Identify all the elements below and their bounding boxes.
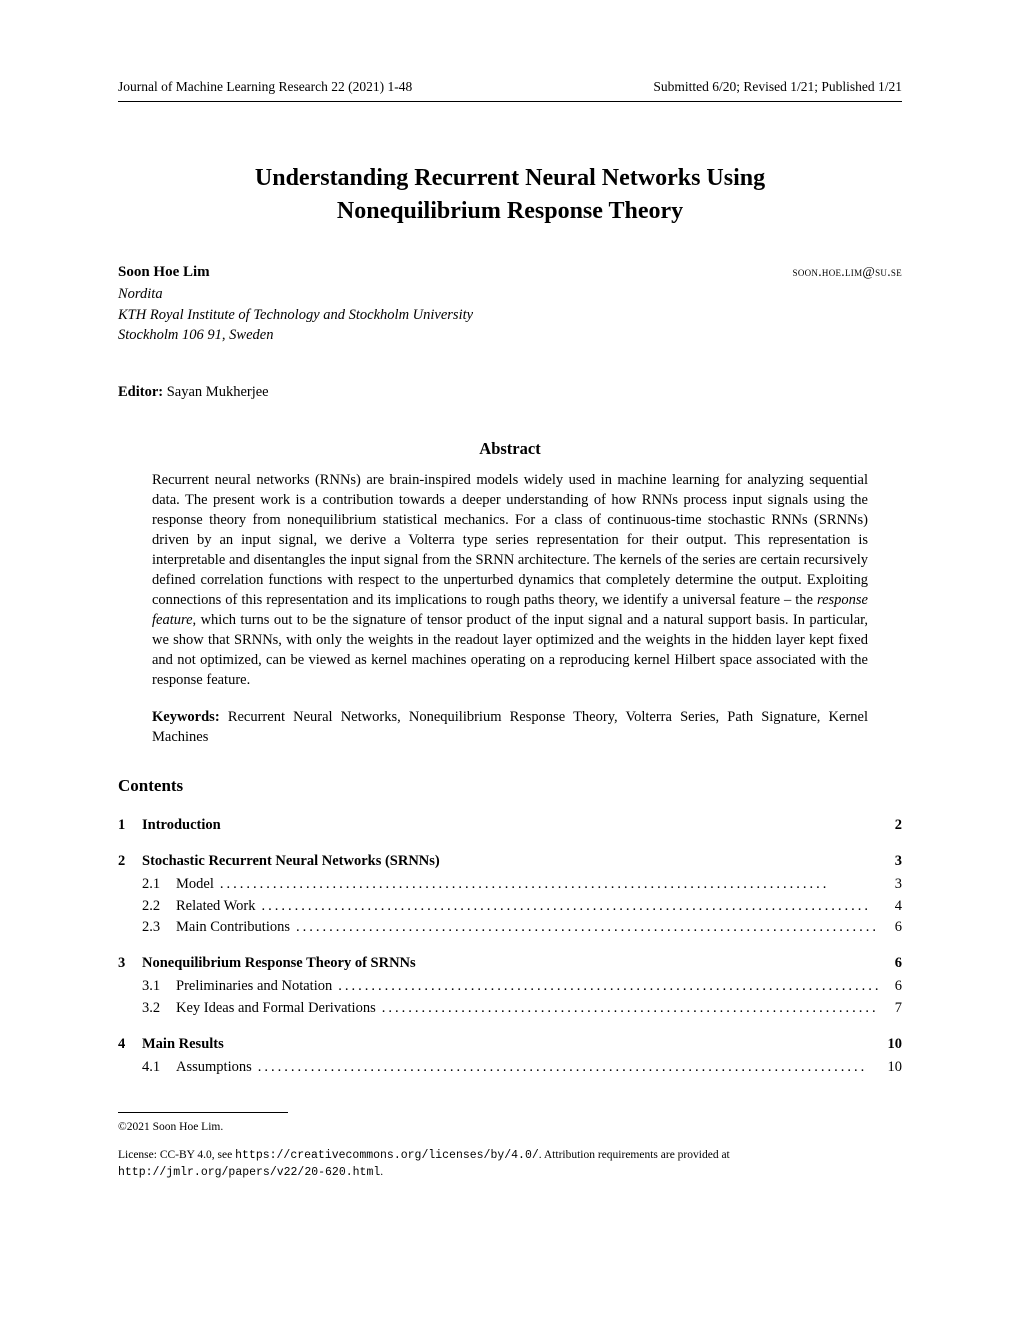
author-email: soon.hoe.lim@su.se <box>793 263 902 281</box>
license-prefix: License: CC-BY 4.0, see <box>118 1149 235 1161</box>
license-suffix: . <box>380 1166 383 1178</box>
toc-sub-label: Assumptions <box>176 1058 258 1078</box>
toc-section-number: 1 <box>118 816 142 836</box>
toc-leader-dots <box>258 1058 878 1078</box>
submission-dates: Submitted 6/20; Revised 1/21; Published … <box>653 78 902 96</box>
response-feature-emphasis: response feature <box>152 592 868 628</box>
license-url: https://creativecommons.org/licenses/by/… <box>235 1149 539 1162</box>
toc-sub-page: 6 <box>878 977 902 997</box>
toc-section: 2Stochastic Recurrent Neural Networks (S… <box>118 852 902 872</box>
toc-leader-dots <box>338 977 878 997</box>
toc-section-label: Main Results <box>142 1035 878 1055</box>
toc-section-label: Introduction <box>142 816 878 836</box>
toc-subsection: 3.2Key Ideas and Formal Derivations 7 <box>142 999 902 1019</box>
toc-section-label: Stochastic Recurrent Neural Networks (SR… <box>142 852 878 872</box>
toc-subsection: 3.1Preliminaries and Notation 6 <box>142 977 902 997</box>
toc-leader-dots <box>296 918 878 938</box>
author-name: Soon Hoe Lim <box>118 262 210 282</box>
running-header: Journal of Machine Learning Research 22 … <box>118 78 902 96</box>
toc-subsection: 4.1Assumptions 10 <box>142 1058 902 1078</box>
toc-sub-number: 4.1 <box>142 1058 176 1078</box>
toc-section-page: 3 <box>878 852 902 872</box>
editor-label: Editor: <box>118 384 163 400</box>
affiliation-1: Nordita <box>118 286 163 302</box>
contents-heading: Contents <box>118 775 902 798</box>
toc-sub-page: 3 <box>878 875 902 895</box>
toc-leader-dots <box>262 897 878 917</box>
editor-name: Sayan Mukherjee <box>167 384 269 400</box>
toc-subsection: 2.1Model 3 <box>142 875 902 895</box>
table-of-contents: 1Introduction22Stochastic Recurrent Neur… <box>118 816 902 1078</box>
toc-sub-number: 2.2 <box>142 897 176 917</box>
toc-subsection: 2.3Main Contributions 6 <box>142 918 902 938</box>
toc-sub-page: 4 <box>878 897 902 917</box>
paper-title: Understanding Recurrent Neural Networks … <box>118 162 902 227</box>
affiliation-3: Stockholm 106 91, Sweden <box>118 327 273 343</box>
toc-section: 3Nonequilibrium Response Theory of SRNNs… <box>118 954 902 974</box>
toc-sub-page: 6 <box>878 918 902 938</box>
toc-sub-label: Related Work <box>176 897 262 917</box>
toc-section-page: 10 <box>878 1035 902 1055</box>
copyright-line: ©2021 Soon Hoe Lim. <box>118 1120 902 1136</box>
toc-section-label: Nonequilibrium Response Theory of SRNNs <box>142 954 878 974</box>
editor-row: Editor: Sayan Mukherjee <box>118 383 902 403</box>
keywords-text: Recurrent Neural Networks, Nonequilibriu… <box>152 709 868 745</box>
toc-sub-page: 7 <box>878 999 902 1019</box>
abstract-body: Recurrent neural networks (RNNs) are bra… <box>152 470 868 690</box>
footer-rule <box>118 1112 288 1113</box>
abstract-text: Recurrent neural networks (RNNs) are bra… <box>152 472 868 688</box>
toc-sub-number: 3.2 <box>142 999 176 1019</box>
toc-sub-label: Main Contributions <box>176 918 296 938</box>
toc-section-number: 2 <box>118 852 142 872</box>
toc-leader-dots <box>220 875 878 895</box>
toc-section-number: 4 <box>118 1035 142 1055</box>
toc-leader-dots <box>382 999 878 1019</box>
toc-sub-number: 3.1 <box>142 977 176 997</box>
toc-sub-page: 10 <box>878 1058 902 1078</box>
keywords-block: Keywords: Recurrent Neural Networks, Non… <box>152 708 868 747</box>
paper-url: http://jmlr.org/papers/v22/20-620.html <box>118 1166 380 1179</box>
abstract-heading: Abstract <box>118 438 902 460</box>
title-line-2: Nonequilibrium Response Theory <box>337 198 683 224</box>
license-mid: . Attribution requirements are provided … <box>539 1149 730 1161</box>
header-rule <box>118 101 902 102</box>
toc-sub-label: Key Ideas and Formal Derivations <box>176 999 382 1019</box>
toc-section-page: 2 <box>878 816 902 836</box>
toc-sub-number: 2.1 <box>142 875 176 895</box>
toc-subsection: 2.2Related Work 4 <box>142 897 902 917</box>
toc-section-page: 6 <box>878 954 902 974</box>
toc-sub-label: Preliminaries and Notation <box>176 977 338 997</box>
title-line-1: Understanding Recurrent Neural Networks … <box>255 165 765 191</box>
toc-sub-number: 2.3 <box>142 918 176 938</box>
toc-section: 1Introduction2 <box>118 816 902 836</box>
keywords-label: Keywords: <box>152 709 220 725</box>
author-affiliation: Nordita KTH Royal Institute of Technolog… <box>118 284 902 345</box>
toc-section-number: 3 <box>118 954 142 974</box>
affiliation-2: KTH Royal Institute of Technology and St… <box>118 307 473 323</box>
author-row: Soon Hoe Lim soon.hoe.lim@su.se <box>118 262 902 282</box>
toc-sub-label: Model <box>176 875 220 895</box>
journal-info: Journal of Machine Learning Research 22 … <box>118 78 412 96</box>
toc-section: 4Main Results10 <box>118 1035 902 1055</box>
license-line: License: CC-BY 4.0, see https://creative… <box>118 1147 902 1181</box>
